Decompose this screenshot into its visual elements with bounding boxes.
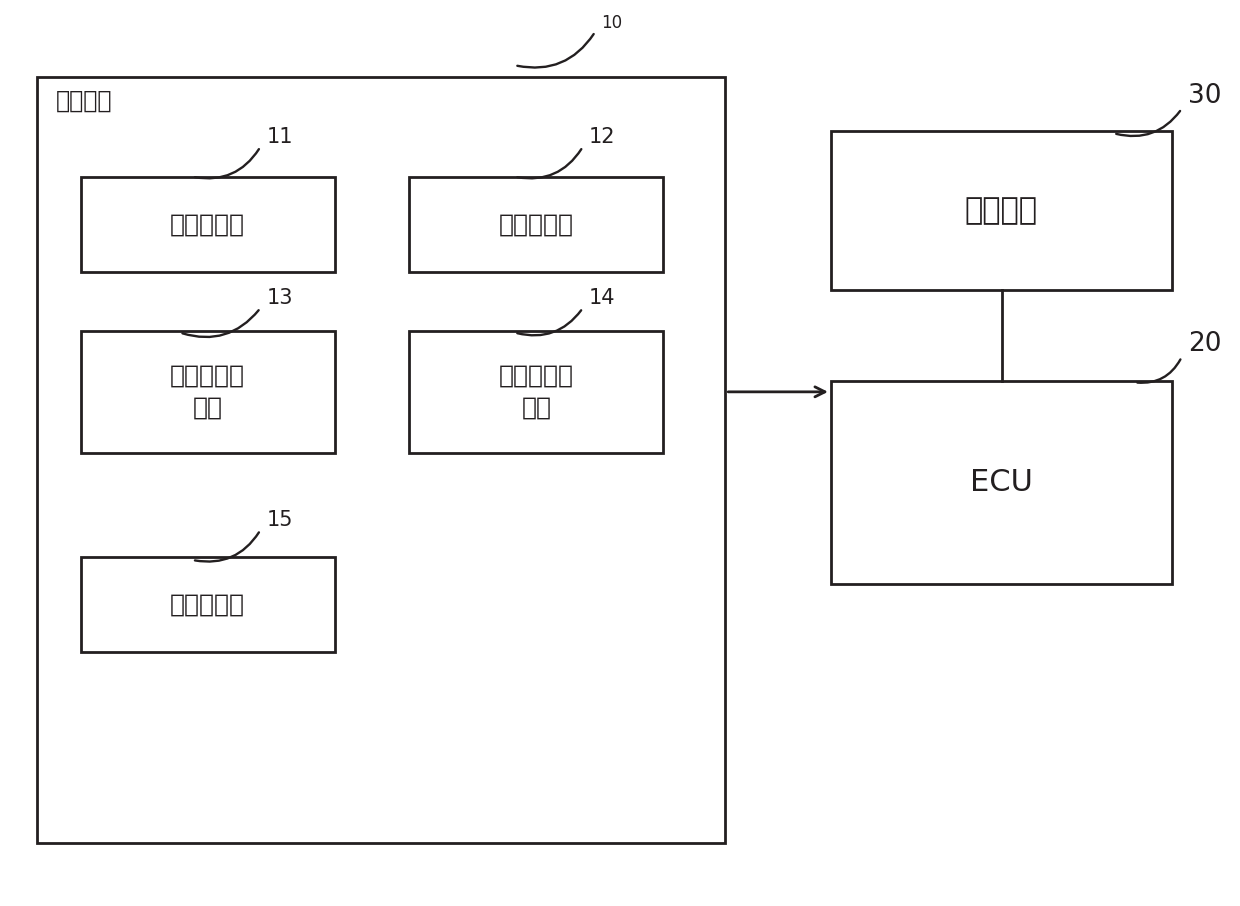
Text: 30: 30 — [1188, 82, 1221, 109]
Text: 20: 20 — [1188, 331, 1221, 357]
Text: 车速传感器: 车速传感器 — [498, 212, 574, 236]
Bar — [831, 381, 1172, 584]
Text: 进气温度传
感器: 进气温度传 感器 — [170, 364, 246, 419]
Text: 扇矩传感器: 扇矩传感器 — [170, 593, 246, 617]
Text: 采集装置: 采集装置 — [56, 90, 113, 113]
Text: 12: 12 — [589, 127, 615, 147]
Text: 曲轴位置传
感器: 曲轴位置传 感器 — [498, 364, 574, 419]
Text: 14: 14 — [589, 288, 615, 308]
Text: 10: 10 — [601, 14, 622, 32]
Bar — [37, 77, 725, 843]
Text: ECU: ECU — [970, 467, 1033, 497]
Bar — [409, 177, 663, 272]
Text: 水温传感器: 水温传感器 — [170, 212, 246, 236]
Bar — [409, 331, 663, 453]
Bar — [81, 177, 335, 272]
Text: 13: 13 — [267, 288, 293, 308]
Bar — [831, 131, 1172, 290]
Text: 15: 15 — [267, 510, 293, 530]
Bar — [81, 557, 335, 652]
Bar — [81, 331, 335, 453]
Text: 电子水泵: 电子水泵 — [965, 196, 1038, 226]
Text: 11: 11 — [267, 127, 293, 147]
